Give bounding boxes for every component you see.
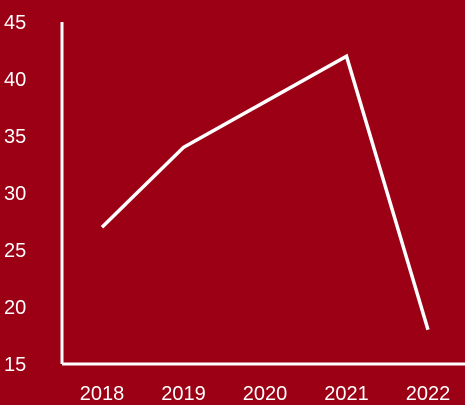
- y-axis-tick-labels: 15 20 25 30 35 40 45: [4, 12, 26, 376]
- x-tick-label: 2018: [80, 383, 125, 405]
- y-tick-label: 15: [4, 354, 26, 376]
- y-tick-label: 40: [4, 69, 26, 91]
- x-tick-label: 2021: [324, 383, 369, 405]
- y-tick-label: 20: [4, 297, 26, 319]
- y-tick-label: 35: [4, 126, 26, 148]
- x-tick-label: 2022: [406, 383, 451, 405]
- y-tick-label: 45: [4, 12, 26, 34]
- y-tick-label: 25: [4, 240, 26, 262]
- y-tick-label: 30: [4, 183, 26, 205]
- x-tick-label: 2020: [243, 383, 288, 405]
- series-layer: [100, 53, 430, 331]
- x-tick-label: 2019: [161, 383, 206, 405]
- x-axis-tick-labels: 2018 2019 2020 2021 2022: [80, 383, 451, 405]
- series-line: [100, 53, 430, 331]
